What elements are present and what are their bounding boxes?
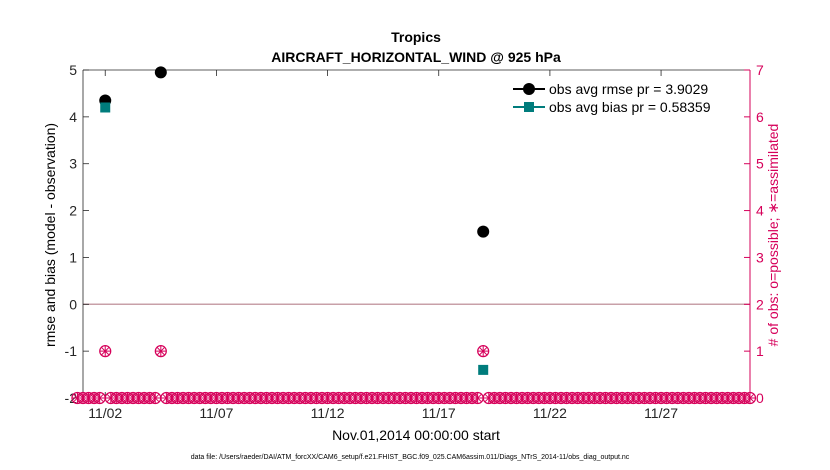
rmse-point xyxy=(477,225,490,238)
x-tick-label: 11/02 xyxy=(88,405,122,421)
y2-tick-label: 0 xyxy=(756,390,764,406)
y2-tick-label: 2 xyxy=(756,296,764,312)
data-file-footnote: data file: /Users/raeder/DAI/ATM_forcXX/… xyxy=(191,454,630,461)
obs-count-marker xyxy=(99,345,112,358)
x-tick-label: 11/07 xyxy=(199,405,233,421)
legend-bias-marker xyxy=(524,102,534,112)
chart-subtitle: AIRCRAFT_HORIZONTAL_WIND @ 925 hPa xyxy=(271,49,561,65)
x-tick-label: 11/12 xyxy=(311,405,345,421)
y-axis-label: rmse and bias (model - observation) xyxy=(42,123,58,347)
x-axis-label: Nov.01,2014 00:00:00 start xyxy=(332,427,500,443)
obs-count-marker-zero xyxy=(471,391,484,405)
obs-assimilated-star xyxy=(155,345,167,357)
obs-assimilated-star xyxy=(99,345,111,357)
y2-tick-label: 7 xyxy=(756,62,764,78)
chart-title: Tropics xyxy=(391,29,441,45)
bias-point xyxy=(100,102,111,113)
obs-count-marker-zero xyxy=(93,391,106,405)
y2-tick-label: 1 xyxy=(756,343,764,359)
y-tick-label: 0 xyxy=(69,296,77,312)
legend-bias-label: obs avg bias pr = 0.58359 xyxy=(549,99,711,115)
obs-assimilated-star xyxy=(472,392,484,404)
y2-tick-label: 6 xyxy=(756,109,764,125)
y-tick-label: 5 xyxy=(69,62,77,78)
y2-tick-label: 3 xyxy=(756,249,764,265)
rmse-point xyxy=(154,66,167,79)
obs-count-marker-zero xyxy=(743,391,757,405)
obs-count-marker xyxy=(154,345,167,358)
y2-tick-label: 4 xyxy=(756,203,764,219)
y-tick-label: 2 xyxy=(69,203,77,219)
obs-assimilated-star xyxy=(744,392,756,404)
obs-count-marker xyxy=(477,345,490,358)
plot-background xyxy=(83,70,750,398)
bias-point xyxy=(478,364,489,375)
legend-rmse-label: obs avg rmse pr = 3.9029 xyxy=(549,81,708,97)
x-tick-label: 11/22 xyxy=(533,405,567,421)
y-tick-label: 4 xyxy=(69,109,77,125)
obs-assimilated-star xyxy=(149,392,161,404)
plot-area: 11/02 11/07 11/12 11/17 11/22 11/27-2-1012345… xyxy=(65,62,764,421)
legend-rmse-marker xyxy=(523,83,535,95)
obs-count-marker-zero xyxy=(149,391,162,405)
obs-assimilated-star xyxy=(477,345,489,357)
y2-tick-label: 5 xyxy=(756,156,764,172)
x-tick-label: 11/17 xyxy=(422,405,456,421)
legend: obs avg rmse pr = 3.9029 obs avg bias pr … xyxy=(513,81,711,115)
x-tick-label: 11/27 xyxy=(644,405,678,421)
obs-assimilated-star xyxy=(94,392,106,404)
y-tick-label: 1 xyxy=(69,249,77,265)
y2-axis-label: # of obs: o=possible; ∗=assimilated xyxy=(765,124,781,347)
y-tick-label: -1 xyxy=(65,343,78,359)
y-tick-label: 3 xyxy=(69,156,77,172)
